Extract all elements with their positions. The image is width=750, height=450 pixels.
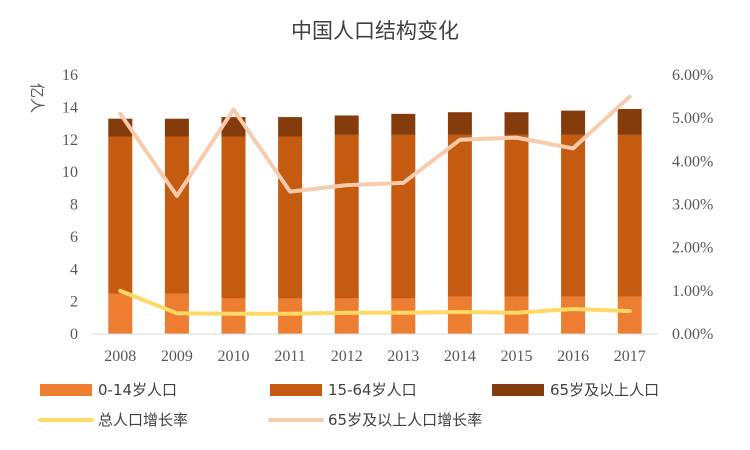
x-tick-label: 2008 — [104, 348, 136, 365]
bar-segment-3 — [278, 117, 303, 137]
bar-segment-1 — [221, 298, 246, 334]
y2-tick-label: 1.00% — [672, 283, 713, 300]
x-tick-label: 2016 — [557, 348, 589, 365]
bar-segment-2 — [504, 134, 529, 297]
y2-tick-label: 6.00% — [672, 67, 713, 84]
bar-segment-1 — [617, 296, 642, 334]
line-series-2 — [118, 94, 632, 198]
legend-swatch — [40, 384, 92, 396]
growth-rate-lines — [118, 94, 632, 316]
bar-segment-2 — [221, 136, 246, 299]
y-axis-ticks: 0 2 4 6 8 10 12 14 16 — [62, 67, 78, 343]
bar-segment-3 — [391, 113, 416, 135]
x-tick-label: 2010 — [218, 348, 250, 365]
legend-label: 总人口增长率 — [98, 411, 188, 429]
bar-segment-1 — [447, 296, 472, 334]
bar-segment-3 — [561, 110, 586, 135]
x-tick-label: 2009 — [161, 348, 193, 365]
y-tick-label: 6 — [70, 229, 78, 246]
bar-segment-2 — [108, 136, 133, 294]
y-tick-label: 2 — [70, 294, 78, 311]
legend-swatch — [270, 384, 322, 396]
bar-segment-1 — [278, 298, 303, 334]
y-tick-label: 12 — [62, 132, 78, 149]
x-tick-label: 2011 — [274, 348, 305, 365]
x-tick-label: 2012 — [331, 348, 363, 365]
x-tick-label: 2015 — [501, 348, 533, 365]
legend-swatch — [492, 384, 544, 396]
bar-segment-2 — [391, 134, 416, 299]
x-tick-label: 2017 — [614, 348, 646, 365]
line-series-1 — [118, 288, 632, 316]
bar-segment-1 — [108, 293, 133, 334]
y2-tick-label: 0.00% — [672, 326, 713, 343]
y-tick-label: 16 — [62, 67, 78, 84]
stacked-bars — [108, 108, 642, 334]
x-axis-ticks: 2008 2009 2010 2011 2012 2013 2014 2015 2016 2017 — [104, 348, 645, 365]
legend-label: 15-64岁人口 — [328, 381, 417, 399]
bar-segment-3 — [447, 112, 472, 135]
bar-segment-2 — [617, 134, 642, 297]
bar-segment-1 — [334, 298, 359, 334]
bar-segment-3 — [617, 108, 642, 135]
bar-segment-2 — [164, 136, 189, 294]
bar-segment-3 — [504, 112, 529, 135]
bar-segment-3 — [334, 115, 359, 135]
bar-segment-2 — [561, 134, 586, 297]
y-tick-label: 0 — [70, 326, 78, 343]
x-tick-label: 2014 — [444, 348, 476, 365]
bar-segment-1 — [561, 296, 586, 334]
bar-segment-2 — [334, 134, 359, 299]
legend-label: 65岁及以上人口 — [550, 381, 659, 399]
legend-label: 65岁及以上人口增长率 — [328, 411, 482, 429]
chart-title: 中国人口结构变化 — [291, 19, 459, 43]
y-tick-label: 14 — [62, 99, 78, 116]
legend-label: 0-14岁人口 — [98, 381, 177, 399]
y2-tick-label: 5.00% — [672, 110, 713, 127]
bar-segment-3 — [164, 118, 189, 137]
y2-tick-label: 3.00% — [672, 197, 713, 214]
y-tick-label: 8 — [70, 197, 78, 214]
y-tick-label: 4 — [70, 261, 78, 278]
bar-segment-1 — [504, 296, 529, 334]
bar-segment-1 — [391, 298, 416, 334]
y2-tick-label: 2.00% — [672, 240, 713, 257]
y-tick-label: 10 — [62, 164, 78, 181]
bar-segment-2 — [447, 134, 472, 297]
y2-axis-ticks: 0.00% 1.00% 2.00% 3.00% 4.00% 5.00% 6.00% — [672, 67, 713, 343]
bar-segment-2 — [278, 136, 303, 299]
x-tick-label: 2013 — [387, 348, 419, 365]
y-axis-label: 亿人 — [28, 83, 46, 113]
y2-tick-label: 4.00% — [672, 153, 713, 170]
